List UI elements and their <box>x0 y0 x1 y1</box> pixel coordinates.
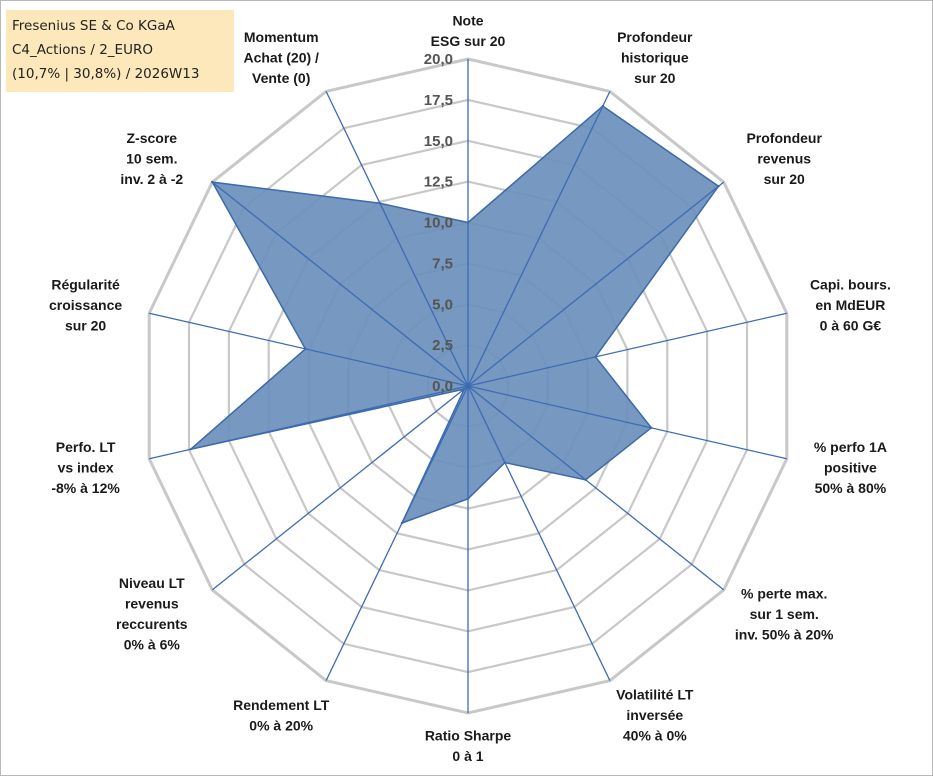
axis-label-11-line-0: Régularité <box>51 277 120 293</box>
axis-label-9-line-3: 0% à 6% <box>124 637 181 653</box>
axis-label-13: Momentum Achat (20) / Vente (0) <box>243 29 319 86</box>
title-box: Fresenius SE & Co KGaA C4_Actions / 2_EU… <box>6 10 234 92</box>
axis-label-12-line-0: Z-score <box>127 130 178 146</box>
axis-label-13-line-2: Vente (0) <box>252 70 310 86</box>
axis-label-2: Profondeur revenus sur 20 <box>746 130 822 187</box>
tick-label-1: 2,5 <box>432 337 453 354</box>
axis-label-9-line-2: reccurents <box>116 616 188 632</box>
axis-label-0-line-0: Note <box>452 13 483 29</box>
spoke-2 <box>467 181 725 387</box>
axis-label-9: Niveau LT revenus reccurents 0% à 6% <box>116 575 188 653</box>
axis-label-5-line-0: % perte max. <box>741 585 827 601</box>
axis-labels: Note ESG sur 20 Profondeur historique sur 20… <box>49 13 891 765</box>
axis-label-1-line-0: Profondeur <box>617 29 693 45</box>
axis-label-8-line-1: 0% à 20% <box>249 717 313 733</box>
spoke-10 <box>149 385 469 460</box>
radial-ticks: 0,0 2,5 5,0 7,5 10,0 12,5 15,0 17,5 20,0 <box>424 51 453 395</box>
axis-label-3-line-0: Capi. bours. <box>810 277 891 293</box>
axis-label-13-line-1: Achat (20) / <box>243 49 319 65</box>
axis-label-8-line-0: Rendement LT <box>233 697 330 713</box>
axis-label-0: Note ESG sur 20 <box>431 13 506 50</box>
title-company: Fresenius SE & Co KGaA <box>12 18 175 34</box>
axis-label-9-line-1: revenus <box>125 596 179 612</box>
tick-label-0: 0,0 <box>432 378 453 395</box>
axis-label-2-line-2: sur 20 <box>764 171 805 187</box>
axis-label-10-line-1: vs index <box>58 460 114 476</box>
axis-label-10: Perfo. LT vs index -8% à 12% <box>51 439 120 496</box>
axis-label-6-line-2: 40% à 0% <box>623 728 687 744</box>
axis-label-3-line-2: 0 à 60 G€ <box>820 318 882 334</box>
axis-label-4-line-1: positive <box>824 460 877 476</box>
axis-label-10-line-2: -8% à 12% <box>51 480 120 496</box>
axis-label-6: Volatilité LT inversée 40% à 0% <box>616 687 694 744</box>
spoke-3 <box>467 312 787 387</box>
axis-label-6-line-0: Volatilité LT <box>616 687 694 703</box>
tick-label-4: 10,0 <box>424 215 453 232</box>
axis-label-4-line-0: % perfo 1A <box>814 439 887 455</box>
axis-label-12-line-2: inv. 2 à -2 <box>120 171 183 187</box>
radar-spokes <box>149 59 787 713</box>
series-area <box>190 105 720 525</box>
tick-label-5: 12,5 <box>424 174 453 191</box>
spoke-13 <box>325 91 469 387</box>
axis-label-12: Z-score 10 sem. inv. 2 à -2 <box>120 130 183 187</box>
spoke-1 <box>467 91 611 387</box>
axis-label-3-line-1: en MdEUR <box>815 297 885 313</box>
axis-label-2-line-1: revenus <box>757 151 811 167</box>
tick-label-3: 7,5 <box>432 255 453 272</box>
axis-label-7-line-1: 0 à 1 <box>452 748 483 764</box>
axis-label-1-line-2: sur 20 <box>634 70 675 86</box>
spoke-11 <box>149 312 469 387</box>
spoke-12 <box>211 181 469 387</box>
axis-label-13-line-0: Momentum <box>244 29 319 45</box>
axis-label-11-line-1: croissance <box>49 297 122 313</box>
radar-series <box>189 104 720 525</box>
spoke-4 <box>467 385 787 460</box>
spoke-5 <box>467 385 725 591</box>
axis-label-4-line-2: 50% à 80% <box>815 480 887 496</box>
tick-label-7: 17,5 <box>424 92 453 109</box>
axis-label-9-line-0: Niveau LT <box>119 575 185 591</box>
tick-label-6: 15,0 <box>424 133 453 150</box>
axis-label-8: Rendement LT 0% à 20% <box>233 697 330 734</box>
spoke-6 <box>467 385 611 681</box>
axis-label-1-line-1: historique <box>621 49 689 65</box>
axis-label-7: Ratio Sharpe 0 à 1 <box>425 728 512 765</box>
axis-label-0-line-1: ESG sur 20 <box>431 33 506 49</box>
spoke-8 <box>325 385 469 681</box>
spoke-9 <box>211 385 469 591</box>
tick-label-8: 20,0 <box>424 51 453 68</box>
title-stats: (10,7% | 30,8%) / 2026W13 <box>12 66 200 82</box>
title-category: C4_Actions / 2_EURO <box>12 42 153 58</box>
axis-label-5: % perte max. sur 1 sem. inv. 50% à 20% <box>735 585 834 642</box>
axis-label-5-line-2: inv. 50% à 20% <box>735 626 834 642</box>
axis-label-2-line-0: Profondeur <box>746 130 822 146</box>
axis-label-7-line-0: Ratio Sharpe <box>425 728 512 744</box>
axis-label-4: % perfo 1A positive 50% à 80% <box>814 439 887 496</box>
axis-label-12-line-1: 10 sem. <box>126 151 177 167</box>
axis-label-6-line-1: inversée <box>626 707 683 723</box>
axis-label-11-line-2: sur 20 <box>65 318 106 334</box>
tick-label-2: 5,0 <box>432 296 453 313</box>
axis-label-1: Profondeur historique sur 20 <box>617 29 693 86</box>
axis-label-5-line-1: sur 1 sem. <box>750 606 819 622</box>
axis-label-10-line-0: Perfo. LT <box>56 439 116 455</box>
axis-label-3: Capi. bours. en MdEUR 0 à 60 G€ <box>810 277 891 334</box>
axis-label-11: Régularité croissance sur 20 <box>49 277 122 334</box>
